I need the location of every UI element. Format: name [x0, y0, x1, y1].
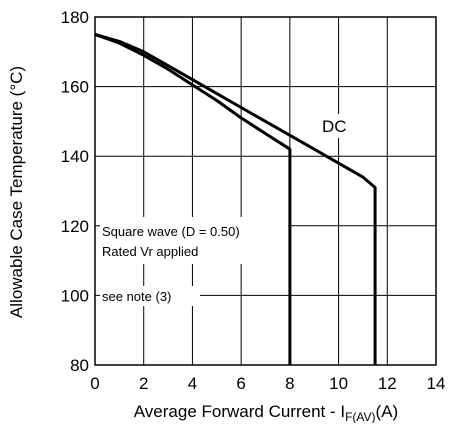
y-tick-label-160: 160: [61, 78, 89, 97]
y-tick-label-140: 140: [61, 147, 89, 166]
y-tick-label-180: 180: [61, 8, 89, 27]
x-axis-title-subscript: F(AV): [345, 410, 375, 423]
plot-border: [94, 16, 437, 366]
dc-label-box: [317, 114, 357, 138]
x-tick-label-6: 6: [236, 374, 245, 393]
series-line-dc: [94, 32, 377, 365]
annotation-box: [100, 217, 288, 264]
series-group: [94, 32, 377, 365]
annotation-square-wave: Square wave (D = 0.50): [102, 224, 240, 239]
y-axis-title: Allowable Case Temperature (°C): [7, 66, 26, 318]
plot-frame: [94, 16, 437, 366]
x-tick-label-2: 2: [139, 374, 148, 393]
x-axis-title-main: Average Forward Current - I: [134, 402, 345, 421]
y-tick-label-120: 120: [61, 217, 89, 236]
x-tick-label-8: 8: [285, 374, 294, 393]
x-tick-label-0: 0: [90, 374, 99, 393]
x-axis-title: Average Forward Current - IF(AV)(A): [134, 402, 398, 423]
x-axis-title-tail: (A): [376, 402, 399, 421]
x-tick-label-12: 12: [378, 374, 397, 393]
tick-labels: 0 2 4 6 8 10 12 14 80 100 120 140 160 180: [61, 8, 446, 393]
grid: [95, 17, 436, 365]
x-tick-label-4: 4: [188, 374, 197, 393]
series-line-square-wave: [94, 32, 292, 365]
x-tick-label-10: 10: [329, 374, 348, 393]
annotation-rated-vr: Rated Vr applied: [102, 244, 198, 259]
annotation-note-box: [100, 286, 200, 306]
annotation-see-note: see note (3): [102, 289, 171, 304]
series-label-dc: DC: [322, 117, 347, 136]
y-tick-label-80: 80: [70, 356, 89, 375]
y-tick-label-100: 100: [61, 286, 89, 305]
x-tick-label-14: 14: [427, 374, 446, 393]
